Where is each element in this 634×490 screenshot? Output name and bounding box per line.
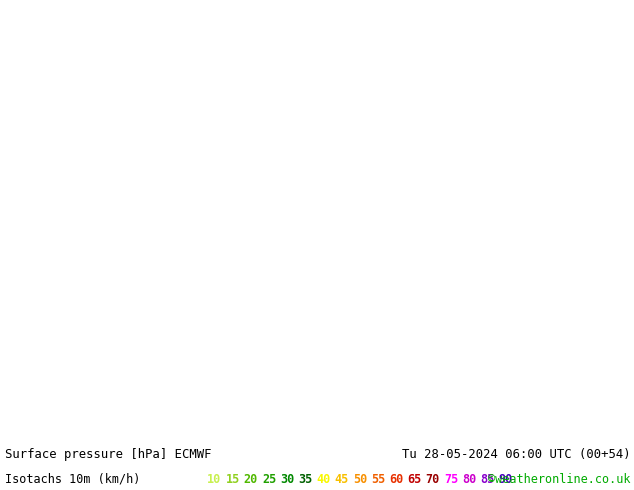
Text: ©weatheronline.co.uk: ©weatheronline.co.uk xyxy=(488,473,631,486)
Text: 90: 90 xyxy=(498,473,513,486)
Text: 60: 60 xyxy=(389,473,404,486)
Text: 70: 70 xyxy=(425,473,440,486)
Text: 10: 10 xyxy=(207,473,221,486)
Text: 35: 35 xyxy=(299,473,313,486)
Text: 65: 65 xyxy=(408,473,422,486)
Text: Isotachs 10m (km/h): Isotachs 10m (km/h) xyxy=(5,473,141,486)
Text: 80: 80 xyxy=(462,473,476,486)
Text: 75: 75 xyxy=(444,473,458,486)
Text: 15: 15 xyxy=(226,473,240,486)
Text: 40: 40 xyxy=(316,473,331,486)
Text: Tu 28-05-2024 06:00 UTC (00+54): Tu 28-05-2024 06:00 UTC (00+54) xyxy=(402,448,631,461)
Text: 20: 20 xyxy=(243,473,258,486)
Text: 50: 50 xyxy=(353,473,367,486)
Text: 25: 25 xyxy=(262,473,276,486)
Text: 45: 45 xyxy=(335,473,349,486)
Text: 85: 85 xyxy=(481,473,495,486)
Text: 30: 30 xyxy=(280,473,294,486)
Text: 55: 55 xyxy=(371,473,385,486)
Text: Surface pressure [hPa] ECMWF: Surface pressure [hPa] ECMWF xyxy=(5,448,212,461)
